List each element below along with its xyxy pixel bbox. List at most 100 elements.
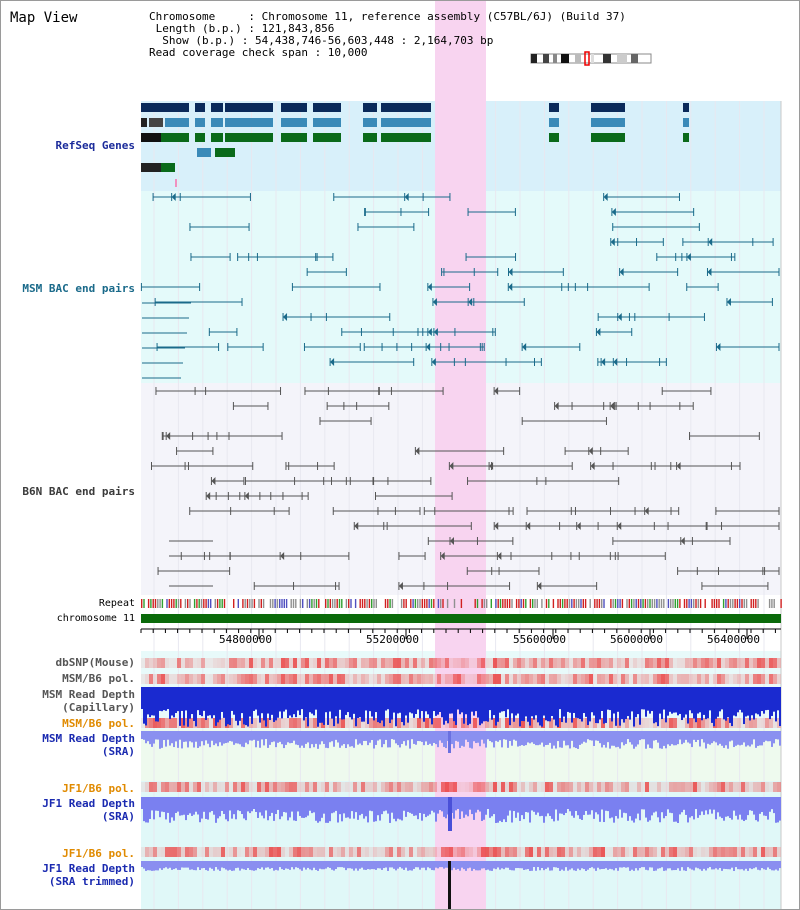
msm-sra-depth <box>215 731 217 744</box>
msm-cap-depth <box>737 687 739 713</box>
jf1-trim-depth <box>619 861 621 868</box>
jf1-trim-depth <box>171 861 173 870</box>
jf1-pol2-heat <box>493 847 497 857</box>
msm-pol2-heat <box>285 718 289 728</box>
jf1-pol2-heat <box>521 847 525 857</box>
jf1-trim-depth <box>567 861 569 871</box>
msm-depth-cap-label-2: (Capillary) <box>62 701 135 714</box>
repeat-mark <box>405 599 407 608</box>
jf1-trim-depth <box>659 861 661 869</box>
msm-pol-heat <box>625 674 629 684</box>
jf1-pol-heat <box>557 782 561 792</box>
msm-sra-depth <box>695 731 697 742</box>
jf1-pol2-heat <box>517 847 521 857</box>
jf1-trim-depth <box>573 861 575 871</box>
jf1-pol-heat <box>221 782 225 792</box>
msm-cap-depth <box>201 687 203 717</box>
jf1-trim-depth <box>639 861 641 869</box>
msm-pol2-heat <box>165 718 169 728</box>
msm-pol2-heat <box>437 718 441 728</box>
msm-cap-depth <box>503 687 505 712</box>
jf1-sra-depth <box>651 797 653 816</box>
jf1-trim-depth <box>613 861 615 871</box>
msm-pol-heat <box>329 674 333 684</box>
jf1-trim-depth <box>629 861 631 871</box>
repeat-mark <box>727 599 729 608</box>
jf1-sra-depth <box>183 797 185 815</box>
jf1-pol2-heat <box>633 847 637 857</box>
dbsnp-heat <box>737 658 741 668</box>
ideogram-band <box>543 54 549 63</box>
msm-cap-depth <box>287 687 289 719</box>
msm-pol-heat <box>309 674 313 684</box>
msm-sra-depth <box>223 731 225 744</box>
jf1-sra-depth <box>151 797 153 811</box>
jf1-pol-heat <box>413 782 417 792</box>
refseq-track-label[interactable]: RefSeq Genes <box>55 139 135 152</box>
dbsnp-heat <box>401 658 405 668</box>
jf1-trim-depth <box>663 861 665 871</box>
jf1-trim-depth <box>211 861 213 869</box>
msm-sra-depth <box>379 731 381 740</box>
msm-pol-heat <box>357 674 361 684</box>
jf1-sra-depth <box>771 797 773 810</box>
jf1-sra-depth <box>583 797 585 815</box>
jf1-pol-heat <box>693 782 697 792</box>
b6n-bac-track-label[interactable]: B6N BAC end pairs <box>22 485 135 498</box>
jf1-sra-depth <box>753 797 755 815</box>
msm-pol2-heat <box>773 718 777 728</box>
msm-sra-depth <box>225 731 227 744</box>
jf1-trim-depth <box>229 861 231 870</box>
msm-sra-depth <box>505 731 507 740</box>
msm-sra-depth <box>259 731 261 748</box>
msm-pol2-heat <box>405 718 409 728</box>
jf1-sra-depth <box>605 797 607 811</box>
repeat-mark <box>773 599 775 608</box>
jf1-trim-depth <box>231 861 233 871</box>
msm-sra-depth <box>477 731 479 743</box>
jf1-pol2-heat <box>345 847 349 857</box>
jf1-pol-heat <box>389 782 393 792</box>
jf1-sra-depth <box>697 797 699 818</box>
b6n-bac-arrow <box>206 492 211 500</box>
msm-pol2-heat <box>533 718 537 728</box>
gene-exon-block <box>141 133 189 142</box>
msm-cap-depth <box>469 687 471 724</box>
msm-sra-depth <box>779 731 781 746</box>
msm-cap-depth <box>697 687 699 714</box>
jf1-pol-heat <box>497 782 501 792</box>
repeat-mark <box>578 599 580 608</box>
dbsnp-heat <box>293 658 297 668</box>
jf1-pol-heat <box>653 782 657 792</box>
jf1-pol2-heat <box>649 847 653 857</box>
jf1-trim-depth <box>645 861 647 870</box>
dbsnp-heat <box>153 658 157 668</box>
msm-cap-depth <box>369 687 371 712</box>
msm-sra-depth <box>219 731 221 743</box>
msm-cap-depth <box>529 687 531 726</box>
jf1-trim-depth <box>771 861 773 871</box>
msm-sra-depth <box>437 731 439 748</box>
msm-cap-depth <box>569 687 571 713</box>
dbsnp-heat <box>745 658 749 668</box>
msm-cap-depth <box>625 687 627 720</box>
jf1-pol2-heat <box>409 847 413 857</box>
msm-cap-depth <box>211 687 213 719</box>
msm-pol2-heat <box>489 718 493 728</box>
jf1-pol2-heat <box>321 847 325 857</box>
jf1-pol2-heat <box>625 847 629 857</box>
repeat-mark <box>334 599 336 608</box>
msm-sra-depth <box>349 731 351 747</box>
jf1-sra-depth <box>179 797 181 816</box>
jf1-pol2-heat <box>213 847 217 857</box>
msm-pol-heat <box>277 674 281 684</box>
b6n-bac-arrow <box>537 582 542 590</box>
msm-bac-track-label[interactable]: MSM BAC end pairs <box>22 282 135 295</box>
jf1-trim-depth <box>347 861 349 869</box>
jf1-sra-depth <box>501 797 503 823</box>
jf1-sra-depth <box>291 797 293 812</box>
dbsnp-heat <box>589 658 593 668</box>
msm-pol-heat <box>753 674 757 684</box>
msm-cap-depth <box>397 687 399 714</box>
